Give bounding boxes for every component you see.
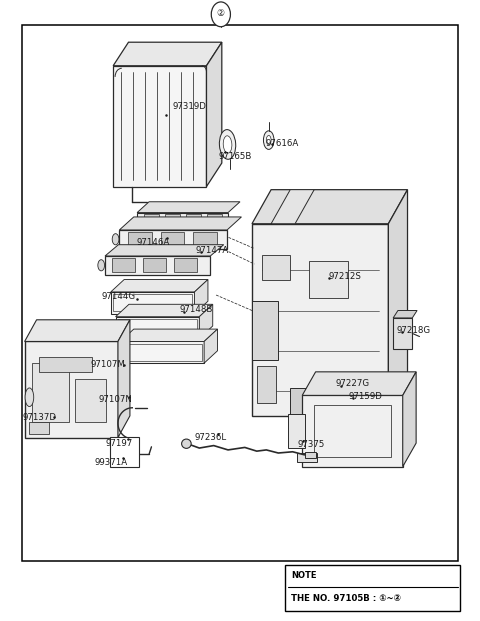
Text: ②: ② (217, 9, 225, 18)
Bar (305, 451, 316, 458)
Polygon shape (113, 66, 206, 186)
Polygon shape (24, 342, 118, 438)
Polygon shape (206, 42, 222, 186)
Bar (144, 258, 166, 272)
Text: THE NO. 97105B : ①~②: THE NO. 97105B : ①~② (291, 594, 401, 604)
Text: 99371A: 99371A (94, 458, 127, 467)
Bar (29, 422, 48, 435)
Polygon shape (194, 279, 208, 314)
Text: NOTE: NOTE (291, 571, 317, 580)
Text: 97107M: 97107M (91, 360, 126, 369)
Polygon shape (116, 317, 199, 338)
Polygon shape (116, 304, 213, 317)
Bar (144, 214, 158, 222)
Text: 97227G: 97227G (336, 379, 370, 388)
Polygon shape (111, 292, 194, 314)
Polygon shape (24, 320, 130, 342)
Ellipse shape (112, 233, 119, 245)
Polygon shape (105, 256, 210, 274)
Ellipse shape (219, 130, 236, 160)
Ellipse shape (98, 260, 105, 271)
Bar (32, 363, 69, 422)
Bar (288, 414, 305, 448)
Text: 97137D: 97137D (23, 412, 57, 422)
Polygon shape (403, 372, 416, 466)
Polygon shape (388, 189, 408, 416)
Circle shape (211, 2, 230, 27)
Polygon shape (199, 304, 213, 338)
Polygon shape (113, 42, 222, 66)
Text: 97146A: 97146A (136, 238, 169, 247)
Text: 97147A: 97147A (196, 246, 229, 255)
Bar (128, 232, 152, 246)
Bar (252, 301, 278, 360)
Bar (393, 318, 412, 349)
Bar (298, 453, 317, 462)
Ellipse shape (25, 388, 34, 407)
Text: 97165B: 97165B (218, 152, 252, 161)
Text: 97148B: 97148B (180, 305, 213, 314)
Text: 97107N: 97107N (98, 394, 132, 404)
Text: 97212S: 97212S (329, 272, 362, 281)
Polygon shape (137, 212, 228, 224)
Polygon shape (118, 320, 130, 438)
Bar (110, 437, 139, 466)
Bar (262, 255, 290, 279)
Bar (174, 258, 197, 272)
Ellipse shape (266, 135, 271, 145)
Text: 97197: 97197 (106, 439, 133, 448)
Polygon shape (252, 189, 408, 224)
Polygon shape (204, 329, 217, 363)
Polygon shape (252, 224, 388, 416)
Bar (310, 261, 348, 298)
Bar (118, 319, 197, 336)
Polygon shape (120, 230, 227, 248)
Ellipse shape (181, 439, 191, 448)
Bar (22, 25, 458, 561)
Text: 97159D: 97159D (348, 391, 383, 401)
Text: 97218G: 97218G (396, 326, 430, 335)
Text: 97375: 97375 (297, 440, 324, 450)
Bar (160, 232, 184, 246)
Polygon shape (271, 189, 314, 224)
Bar (165, 214, 180, 222)
Polygon shape (302, 396, 403, 466)
Bar (286, 564, 460, 611)
Polygon shape (302, 372, 416, 396)
Polygon shape (111, 279, 208, 292)
Bar (113, 294, 192, 311)
Bar (314, 405, 391, 457)
Ellipse shape (264, 131, 274, 150)
Bar (112, 258, 135, 272)
Text: 97616A: 97616A (265, 138, 299, 148)
Polygon shape (137, 202, 240, 212)
Bar (123, 344, 202, 361)
Text: 97236L: 97236L (194, 433, 227, 442)
Ellipse shape (223, 136, 232, 153)
Bar (39, 357, 92, 373)
Polygon shape (120, 329, 217, 342)
Text: 97319D: 97319D (173, 101, 207, 111)
Text: 97144G: 97144G (102, 292, 136, 301)
Polygon shape (105, 245, 224, 256)
Bar (75, 379, 106, 422)
Bar (186, 214, 201, 222)
Polygon shape (120, 217, 241, 230)
Polygon shape (120, 342, 204, 363)
Bar (290, 388, 338, 416)
Bar (257, 366, 276, 404)
Bar (207, 214, 222, 222)
Polygon shape (393, 310, 417, 318)
Bar (193, 232, 217, 246)
